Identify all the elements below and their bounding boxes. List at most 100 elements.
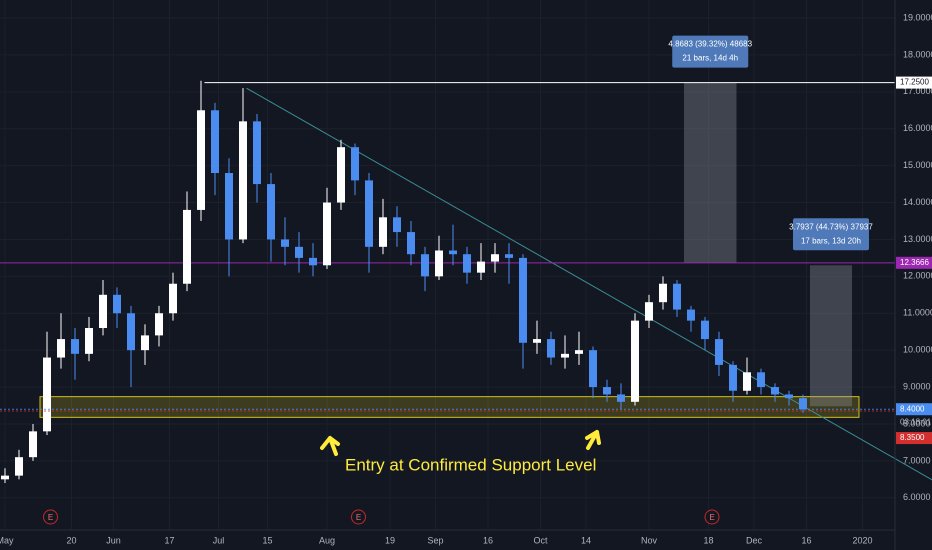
candle-body — [546, 339, 555, 358]
candle-body — [378, 217, 387, 247]
event-marker — [704, 509, 720, 525]
measure-label-box — [792, 218, 869, 251]
candle-body — [602, 387, 611, 395]
candle-body — [434, 250, 443, 277]
price-label-box — [896, 432, 932, 445]
candle-body — [672, 283, 681, 310]
y-tick-label: 7.0000 — [903, 455, 931, 465]
y-tick-label: 16.0000 — [903, 123, 932, 133]
y-tick-label: 9.0000 — [903, 381, 931, 391]
candle-body — [350, 147, 359, 181]
candle-body — [364, 180, 373, 247]
candle-body — [238, 121, 247, 240]
x-tick-label: May — [0, 535, 14, 545]
candle-body — [532, 339, 541, 343]
candle-body — [644, 302, 653, 321]
level-label: 17.2500 — [900, 78, 929, 87]
plot — [0, 80, 932, 484]
candle-body — [462, 254, 471, 273]
candle-body — [141, 335, 150, 351]
candle-body — [476, 261, 485, 273]
event-label: E — [356, 513, 361, 522]
candle-body — [266, 184, 275, 240]
candle-body — [99, 294, 108, 329]
candle-body — [448, 250, 457, 255]
candle-body — [85, 328, 94, 354]
candle-body — [57, 339, 66, 358]
price-label-box — [896, 403, 932, 416]
y-tick-label: 8.0000 — [903, 418, 931, 428]
measure-label: 4.8683 (39.32%) 48683 — [668, 40, 752, 49]
x-tick-label: Oct — [533, 535, 548, 545]
candle-body — [742, 372, 751, 391]
candle-body — [224, 173, 233, 240]
x-tick-label: Sep — [427, 535, 443, 545]
trendline — [246, 87, 932, 481]
level-label-box — [896, 256, 932, 269]
x-tick-label: Jul — [213, 535, 225, 545]
measure-detail: 21 bars, 14d 4h — [682, 54, 738, 63]
candle-body — [322, 202, 331, 266]
candle-body — [784, 394, 793, 399]
candle-body — [183, 209, 192, 284]
candle-body — [252, 121, 261, 185]
event-marker — [350, 509, 366, 525]
measure-box — [683, 82, 737, 263]
y-tick-label: 13.0000 — [903, 234, 932, 244]
level-label: 12.3666 — [900, 258, 929, 267]
x-tick-label: 19 — [385, 535, 395, 545]
x-tick-label: Jun — [106, 535, 121, 545]
measure-detail: 17 bars, 13d 20h — [801, 236, 861, 245]
candle-body — [155, 313, 164, 336]
countdown: 03:18:01 — [900, 417, 932, 426]
candle-body — [1, 475, 10, 480]
candle-body — [336, 147, 345, 203]
candle-body — [406, 232, 415, 255]
arrow — [585, 430, 601, 450]
candle-body — [616, 394, 625, 402]
x-tick-label: Aug — [319, 535, 335, 545]
price-label: 8.3500 — [900, 433, 925, 442]
candle-body — [43, 357, 52, 432]
x-tick-label: Dec — [746, 535, 763, 545]
candle-body — [420, 254, 429, 277]
candle-body — [169, 283, 178, 314]
arrow — [320, 436, 340, 456]
price-label: 8.4000 — [900, 404, 925, 413]
candle-body — [127, 313, 136, 351]
candle-body — [71, 339, 80, 354]
measure-label-box — [672, 35, 749, 68]
candle-body — [294, 246, 303, 258]
y-tick-label: 15.0000 — [903, 160, 932, 170]
annotation: Entry at Confirmed Support Level — [345, 455, 596, 474]
candle-body — [588, 350, 597, 388]
candle-body — [574, 350, 583, 354]
candle-body — [658, 283, 667, 303]
y-tick-label: 19.0000 — [903, 12, 932, 22]
y-tick-label: 17.0000 — [903, 86, 932, 96]
candle-body — [308, 257, 317, 266]
y-tick-label: 11.0000 — [903, 308, 932, 318]
y-tick-label: 14.0000 — [903, 197, 932, 207]
candle-body — [560, 353, 569, 358]
candle-body — [211, 110, 220, 174]
candle-body — [756, 372, 765, 388]
candle-body — [504, 254, 513, 258]
event-label: E — [709, 513, 714, 522]
candle-body — [15, 457, 24, 476]
candle-body — [392, 217, 401, 233]
candle-body — [29, 431, 38, 458]
candle-body — [280, 239, 289, 247]
candle-body — [197, 110, 206, 210]
x-tick-label: 18 — [703, 535, 713, 545]
x-tick-label: 2020 — [852, 535, 872, 545]
event-label: E — [48, 513, 53, 522]
candle-body — [700, 320, 709, 340]
candle-body — [630, 320, 639, 402]
x-tick-label: 20 — [66, 535, 76, 545]
x-tick-label: 16 — [801, 535, 811, 545]
candle-body — [113, 294, 122, 314]
support-zone — [39, 396, 860, 418]
candle-body — [518, 257, 527, 343]
x-tick-label: 16 — [483, 535, 493, 545]
